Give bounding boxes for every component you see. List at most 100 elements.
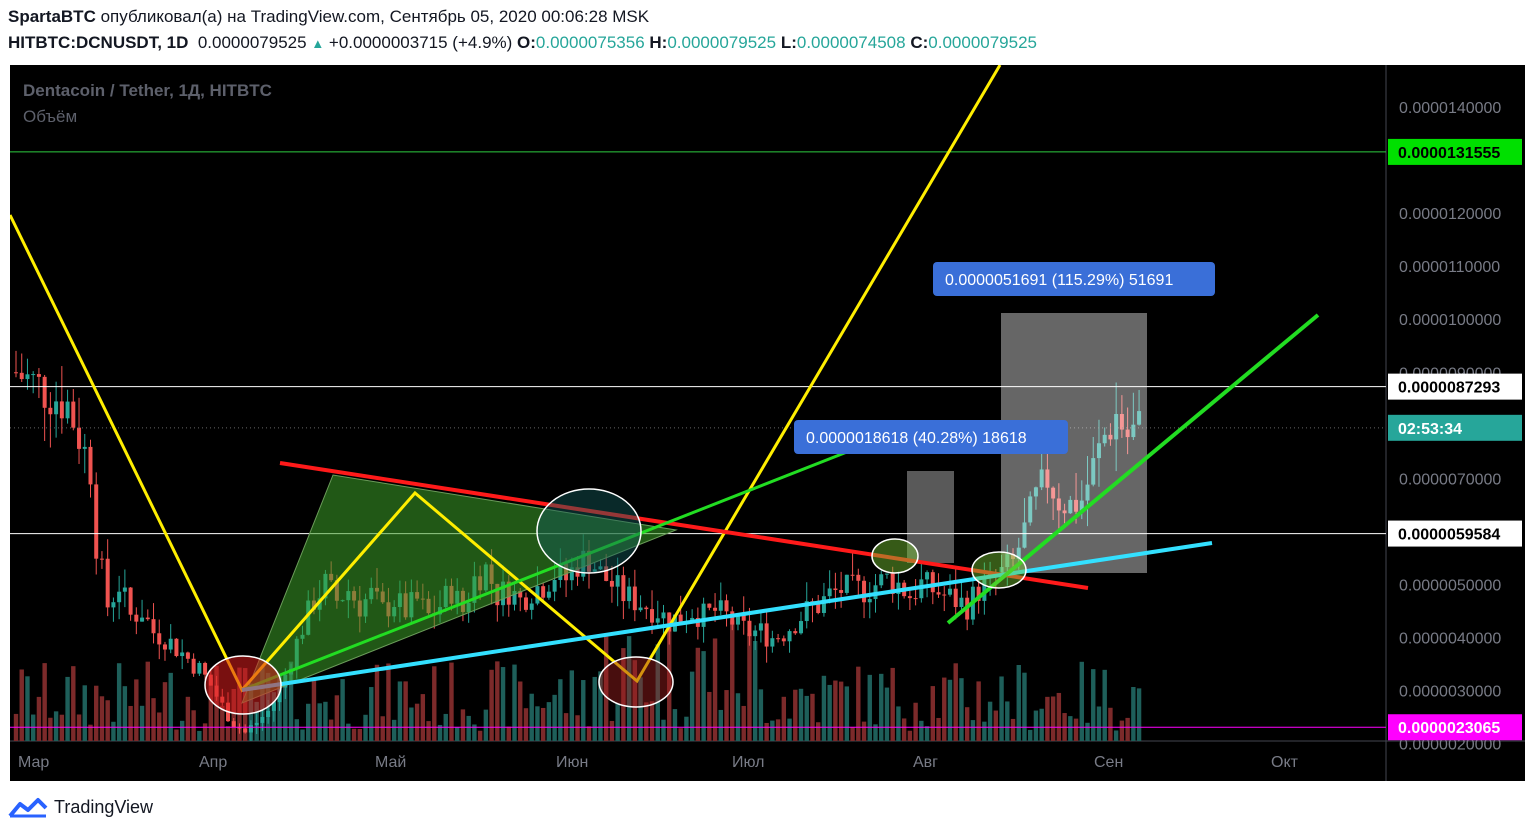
- volume-bar: [535, 706, 540, 741]
- volume-bar: [179, 720, 185, 741]
- footer-brand[interactable]: TradingView: [8, 796, 153, 818]
- volume-bar: [162, 682, 168, 741]
- price-label-bg: [1388, 373, 1522, 400]
- price-label-text: 0.0000059584: [1398, 527, 1500, 544]
- candle-body: [54, 401, 59, 415]
- candle-body: [884, 573, 889, 575]
- candle-body: [168, 638, 173, 650]
- volume-bar: [609, 720, 615, 741]
- volume-bar: [111, 721, 116, 741]
- volume-bar: [581, 680, 586, 741]
- measure-label: 0.0000051691 (115.29%) 51691: [933, 262, 1215, 296]
- volume-bar: [30, 714, 36, 741]
- volume-legend[interactable]: Объём: [23, 107, 78, 126]
- candle-body: [134, 614, 139, 622]
- chart-legend-title[interactable]: Dentacoin / Tether, 1Д, HITBTC: [23, 81, 272, 100]
- candle-body: [644, 607, 649, 610]
- price-label: 0.0000059584: [1388, 520, 1522, 547]
- volume-bar: [283, 680, 288, 741]
- candle-body: [925, 572, 930, 580]
- volume-bar: [25, 676, 30, 741]
- price-label-text: 0.0000023065: [1398, 720, 1500, 737]
- candle-body: [867, 599, 872, 603]
- candle-body: [1022, 522, 1027, 548]
- price-label: 0.0000087293: [1388, 373, 1522, 400]
- volume-bar: [220, 705, 225, 741]
- y-tick-label: 0.0000070000: [1399, 471, 1501, 488]
- volume-bar: [19, 669, 24, 741]
- volume-bar: [781, 696, 787, 741]
- candle-body: [615, 575, 620, 587]
- price-label-bg: [1388, 138, 1522, 165]
- x-tick-label: Окт: [1271, 754, 1299, 771]
- volume-bar: [833, 680, 838, 741]
- volume-bar: [953, 663, 958, 741]
- x-tick-label: Июн: [556, 754, 588, 771]
- volume-bar: [122, 686, 128, 741]
- candle-body: [271, 702, 276, 711]
- volume-bar: [901, 718, 907, 741]
- volume-bar: [506, 726, 511, 741]
- candle-body: [569, 567, 574, 581]
- candle-body: [140, 617, 145, 622]
- chart-canvas[interactable]: 0.0000020000 0.0000030000 0.0000040000 0.00…: [10, 65, 1525, 781]
- volume-bar: [145, 661, 150, 741]
- y-tick-label: 0.0000040000: [1399, 630, 1501, 647]
- volume-bar: [764, 722, 769, 741]
- volume-bar: [1050, 696, 1056, 741]
- x-tick-label: Сен: [1094, 754, 1123, 771]
- volume-bar: [575, 715, 580, 741]
- candle-body: [735, 614, 740, 625]
- highlight-circle: [204, 655, 282, 715]
- candle-body: [197, 662, 202, 674]
- tradingview-label: TradingView: [54, 796, 154, 817]
- candle-body: [604, 566, 609, 581]
- volume-bar: [999, 676, 1004, 741]
- volume-bar: [879, 673, 884, 741]
- price-label-text: 0.0000131555: [1398, 145, 1500, 162]
- highlight-circle: [971, 551, 1027, 589]
- chart-area[interactable]: 0.0000020000 0.0000030000 0.0000040000 0.00…: [10, 65, 1525, 781]
- volume-bar: [116, 663, 122, 741]
- candle-body: [243, 728, 248, 733]
- volume-bar: [495, 661, 500, 741]
- volume-bar: [603, 636, 609, 741]
- candle-body: [678, 614, 683, 622]
- symbol-name[interactable]: HITBTC:DCNUSDT, 1D: [8, 33, 189, 52]
- volume-bar: [970, 720, 976, 741]
- volume-bar: [426, 721, 431, 741]
- candle-body: [151, 619, 156, 634]
- volume-bar: [42, 663, 47, 741]
- price-label: 0.0000023065: [1388, 714, 1522, 741]
- candle-body: [713, 607, 718, 611]
- author-name[interactable]: SpartaBTC: [8, 7, 96, 26]
- y-tick-label: 0.0000140000: [1399, 100, 1501, 117]
- y-tick-label: 0.0000120000: [1399, 206, 1501, 223]
- price-label-text: 0.0000087293: [1398, 380, 1500, 397]
- candle-body: [88, 446, 93, 485]
- candle-body: [793, 631, 798, 634]
- candle-body: [266, 710, 271, 718]
- price-label-bg: [1388, 520, 1522, 547]
- candle-body: [117, 591, 122, 603]
- volume-bar: [942, 677, 947, 741]
- volume-bar: [1039, 708, 1044, 741]
- volume-bar: [1073, 718, 1079, 741]
- candle-body: [1074, 499, 1079, 512]
- volume-bar: [391, 719, 397, 741]
- volume-bar: [340, 679, 345, 741]
- candle-body: [546, 591, 551, 598]
- volume-bar: [798, 688, 804, 741]
- candle-body: [1137, 411, 1142, 425]
- candle-body: [25, 374, 30, 380]
- y-tick-label: 0.0000050000: [1399, 577, 1501, 594]
- volume-bar: [472, 724, 477, 741]
- candle-body: [1131, 424, 1136, 438]
- volume-bar: [655, 644, 660, 741]
- volume-bar: [460, 709, 466, 741]
- candle-body: [512, 591, 517, 605]
- green-trend-line: [241, 437, 881, 692]
- volume-bar: [569, 670, 575, 741]
- candle-body: [42, 376, 47, 408]
- candle-body: [701, 603, 706, 627]
